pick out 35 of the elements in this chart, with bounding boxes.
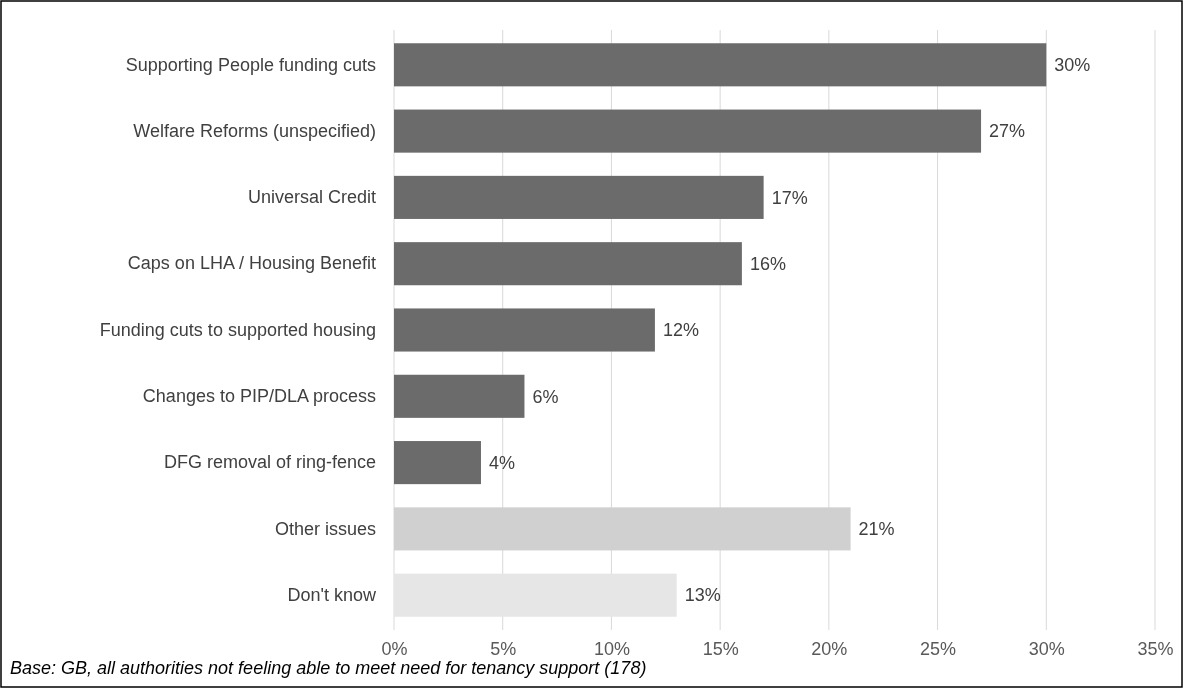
y-tick-label: Funding cuts to supported housing <box>99 319 376 340</box>
data-label: 16% <box>749 254 786 274</box>
y-tick-label: Caps on LHA / Housing Benefit <box>127 253 376 274</box>
text: Base: GB, all authorities not feeling able to meet need for tenancy support (178) <box>10 658 647 678</box>
x-tick-label: 0% <box>381 638 408 659</box>
data-label: 6% <box>532 386 559 407</box>
bar <box>394 441 481 485</box>
bar <box>394 109 982 153</box>
data-label: 21% <box>858 519 895 540</box>
x-tick-label: 5% <box>490 638 517 659</box>
y-tick-label: Changes to PIP/DLA process <box>142 386 376 407</box>
bar <box>394 374 525 418</box>
x-tick-label: 35% <box>1137 638 1174 659</box>
x-tick-label: 25% <box>920 638 957 659</box>
bar <box>394 43 1047 87</box>
y-tick-label: Other issues <box>274 518 376 539</box>
x-tick-label: 15% <box>702 638 739 659</box>
data-label: 30% <box>1054 55 1091 76</box>
data-label: 17% <box>771 187 808 208</box>
data-label: 13% <box>684 585 721 606</box>
data-label: 12% <box>662 320 699 341</box>
y-tick-label: Welfare Reforms (unspecified) <box>133 120 376 141</box>
bar <box>394 308 655 352</box>
data-label: 27% <box>989 121 1026 142</box>
y-tick-label: Universal Credit <box>247 187 376 208</box>
y-tick-label: DFG removal of ring-fence <box>163 452 376 473</box>
x-tick-label: 20% <box>811 638 848 659</box>
bar <box>394 242 742 286</box>
bar <box>394 573 677 617</box>
y-tick-label: Supporting People funding cuts <box>125 54 376 75</box>
data-label: 4% <box>488 452 515 473</box>
y-tick-label: Don't know <box>287 584 377 605</box>
x-tick-label: 10% <box>593 638 630 659</box>
bar <box>394 175 764 219</box>
x-tick-label: 30% <box>1028 638 1065 659</box>
